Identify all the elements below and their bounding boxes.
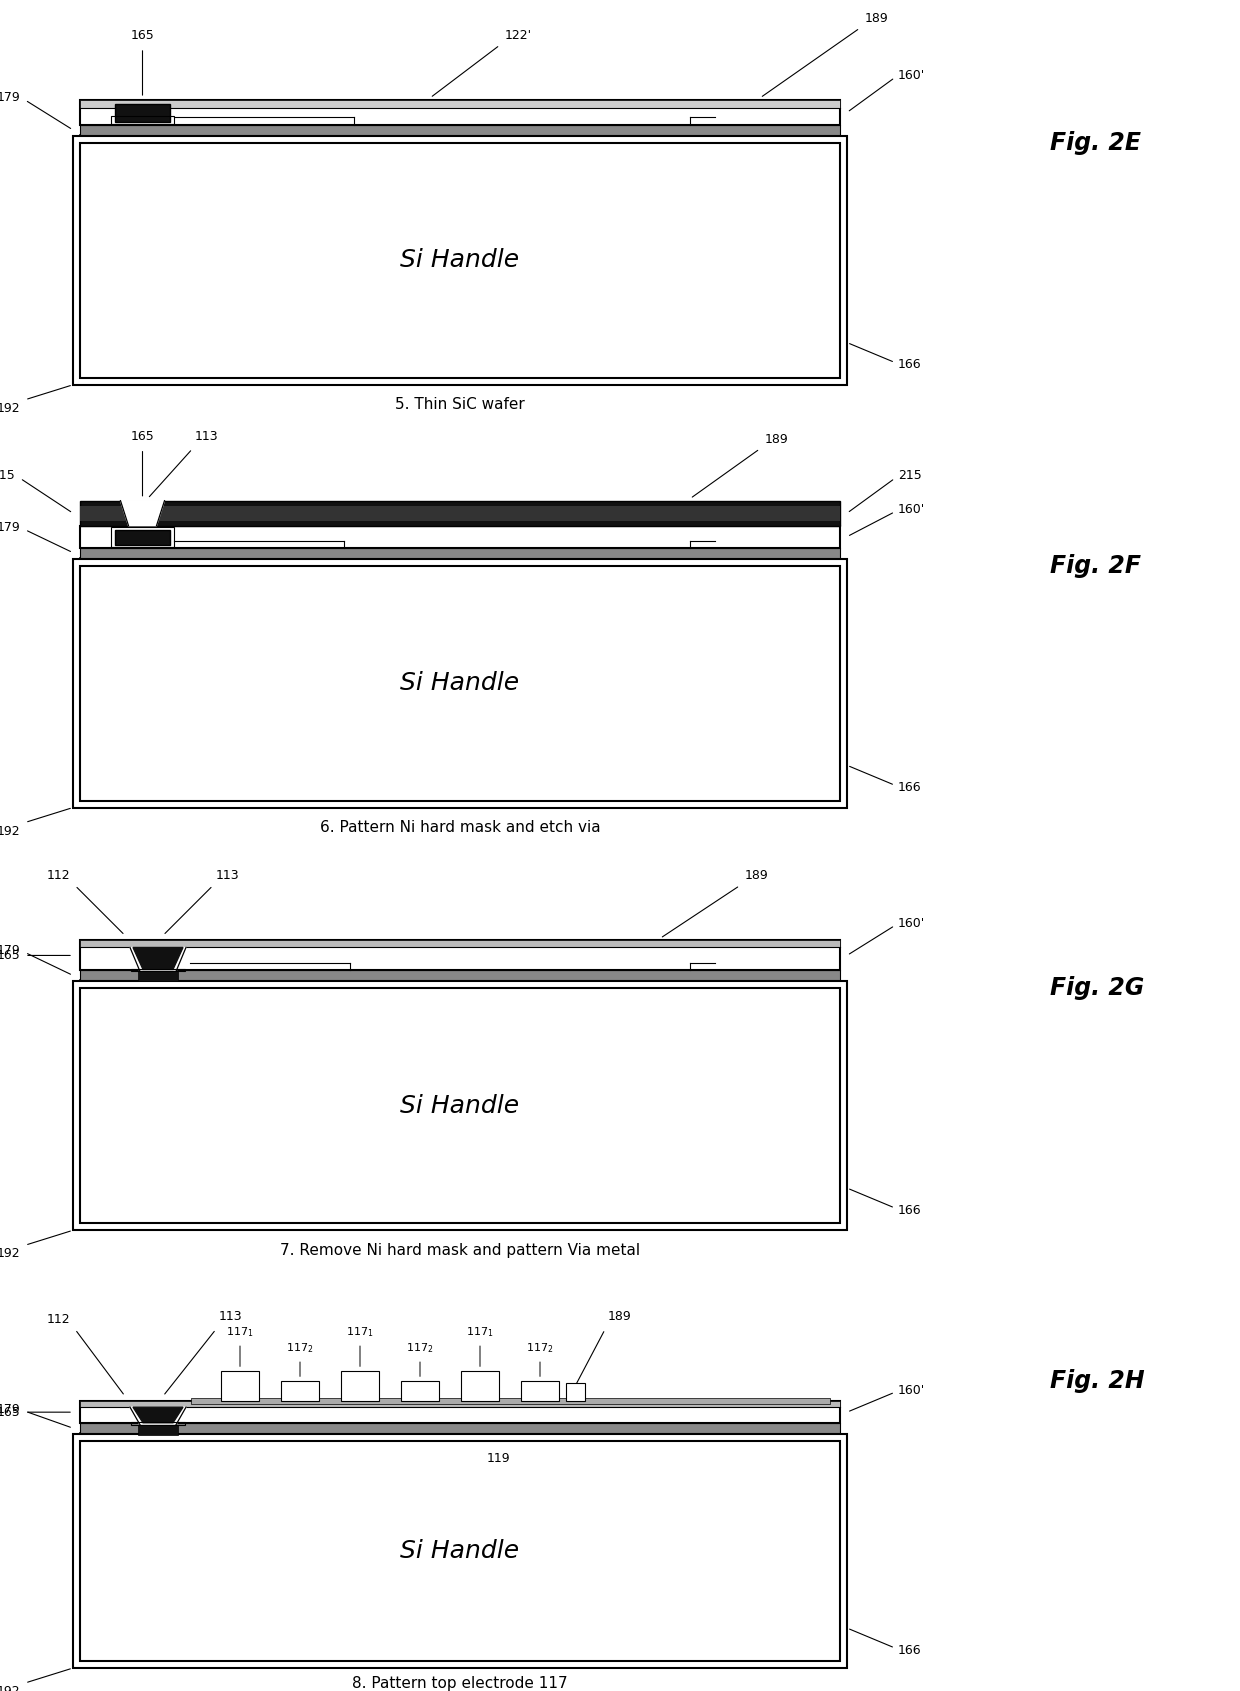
Text: 189: 189	[745, 869, 769, 883]
Polygon shape	[130, 947, 186, 971]
Text: Fig. 2F: Fig. 2F	[1050, 553, 1141, 578]
FancyBboxPatch shape	[81, 144, 839, 377]
Text: 192: 192	[0, 1684, 20, 1691]
FancyBboxPatch shape	[191, 1398, 830, 1404]
Text: 8. Pattern top electrode 117: 8. Pattern top electrode 117	[352, 1676, 568, 1691]
Text: 179: 179	[0, 91, 20, 105]
FancyBboxPatch shape	[81, 125, 839, 135]
Text: 189: 189	[608, 1311, 632, 1324]
Text: Si Handle: Si Handle	[401, 1539, 520, 1562]
FancyBboxPatch shape	[565, 1383, 584, 1402]
Text: 215: 215	[0, 468, 15, 482]
Text: 189: 189	[866, 12, 889, 25]
Text: 160': 160'	[898, 917, 925, 930]
Text: $117_2$: $117_2$	[407, 1341, 434, 1354]
FancyBboxPatch shape	[341, 1371, 379, 1402]
Text: 166: 166	[898, 358, 921, 370]
FancyBboxPatch shape	[81, 526, 839, 548]
FancyBboxPatch shape	[81, 940, 839, 971]
FancyBboxPatch shape	[81, 1402, 839, 1407]
Text: 166: 166	[898, 1204, 921, 1216]
Text: 112: 112	[46, 1314, 69, 1326]
Text: 113: 113	[219, 1311, 243, 1324]
Text: Si Handle: Si Handle	[401, 249, 520, 272]
Polygon shape	[133, 1407, 184, 1422]
FancyBboxPatch shape	[81, 1424, 839, 1434]
Text: 179: 179	[0, 521, 20, 534]
Text: 165: 165	[130, 29, 154, 42]
FancyBboxPatch shape	[81, 1441, 839, 1661]
Text: $117_1$: $117_1$	[226, 1326, 254, 1339]
FancyBboxPatch shape	[81, 548, 839, 558]
FancyBboxPatch shape	[281, 1382, 319, 1402]
FancyBboxPatch shape	[115, 103, 170, 122]
Text: Fig. 2E: Fig. 2E	[1050, 130, 1141, 156]
Text: 215: 215	[898, 468, 921, 482]
Text: 192: 192	[0, 1248, 20, 1260]
FancyBboxPatch shape	[138, 1426, 179, 1434]
Text: 165: 165	[0, 949, 20, 962]
FancyBboxPatch shape	[221, 1371, 259, 1402]
FancyBboxPatch shape	[461, 1371, 498, 1402]
Text: $117_2$: $117_2$	[526, 1341, 554, 1354]
FancyBboxPatch shape	[81, 100, 839, 108]
FancyBboxPatch shape	[521, 1382, 559, 1402]
FancyBboxPatch shape	[73, 1434, 847, 1667]
Text: 5. Thin SiC wafer: 5. Thin SiC wafer	[396, 397, 525, 413]
FancyBboxPatch shape	[81, 989, 839, 1223]
FancyBboxPatch shape	[115, 529, 170, 545]
FancyBboxPatch shape	[81, 506, 839, 521]
Text: Fig. 2G: Fig. 2G	[1050, 976, 1145, 1001]
Text: 113: 113	[195, 430, 218, 443]
FancyBboxPatch shape	[81, 1402, 839, 1424]
Polygon shape	[130, 1407, 186, 1426]
FancyBboxPatch shape	[73, 981, 847, 1231]
Text: $117_1$: $117_1$	[346, 1326, 373, 1339]
Text: 192: 192	[0, 402, 20, 414]
Text: 7. Remove Ni hard mask and pattern Via metal: 7. Remove Ni hard mask and pattern Via m…	[280, 1243, 640, 1258]
Text: 119: 119	[486, 1453, 510, 1464]
Polygon shape	[120, 501, 165, 526]
Text: 189: 189	[765, 433, 789, 446]
Polygon shape	[133, 947, 184, 969]
FancyBboxPatch shape	[81, 566, 839, 800]
FancyBboxPatch shape	[81, 971, 839, 981]
FancyBboxPatch shape	[401, 1382, 439, 1402]
Text: 160': 160'	[898, 1383, 925, 1397]
Text: 179: 179	[0, 1402, 20, 1415]
FancyBboxPatch shape	[81, 501, 839, 526]
Text: Si Handle: Si Handle	[401, 1094, 520, 1118]
Text: 160': 160'	[898, 69, 925, 81]
FancyBboxPatch shape	[138, 971, 179, 981]
Text: 179: 179	[0, 944, 20, 957]
Text: 113: 113	[216, 869, 239, 883]
FancyBboxPatch shape	[81, 100, 839, 125]
Text: 112: 112	[46, 869, 69, 883]
Text: 166: 166	[898, 781, 921, 793]
Text: 192: 192	[0, 825, 20, 837]
Text: Fig. 2H: Fig. 2H	[1050, 1370, 1145, 1393]
FancyBboxPatch shape	[81, 940, 839, 947]
FancyBboxPatch shape	[73, 558, 847, 808]
Text: 165: 165	[130, 430, 154, 443]
Text: Si Handle: Si Handle	[401, 671, 520, 695]
Text: 122': 122'	[505, 29, 532, 42]
Text: 6. Pattern Ni hard mask and etch via: 6. Pattern Ni hard mask and etch via	[320, 820, 600, 835]
Text: $117_1$: $117_1$	[466, 1326, 494, 1339]
FancyBboxPatch shape	[73, 135, 847, 386]
Text: 166: 166	[898, 1644, 921, 1657]
Text: $117_2$: $117_2$	[286, 1341, 314, 1354]
Text: 165: 165	[0, 1405, 20, 1419]
Text: 160': 160'	[898, 504, 925, 516]
